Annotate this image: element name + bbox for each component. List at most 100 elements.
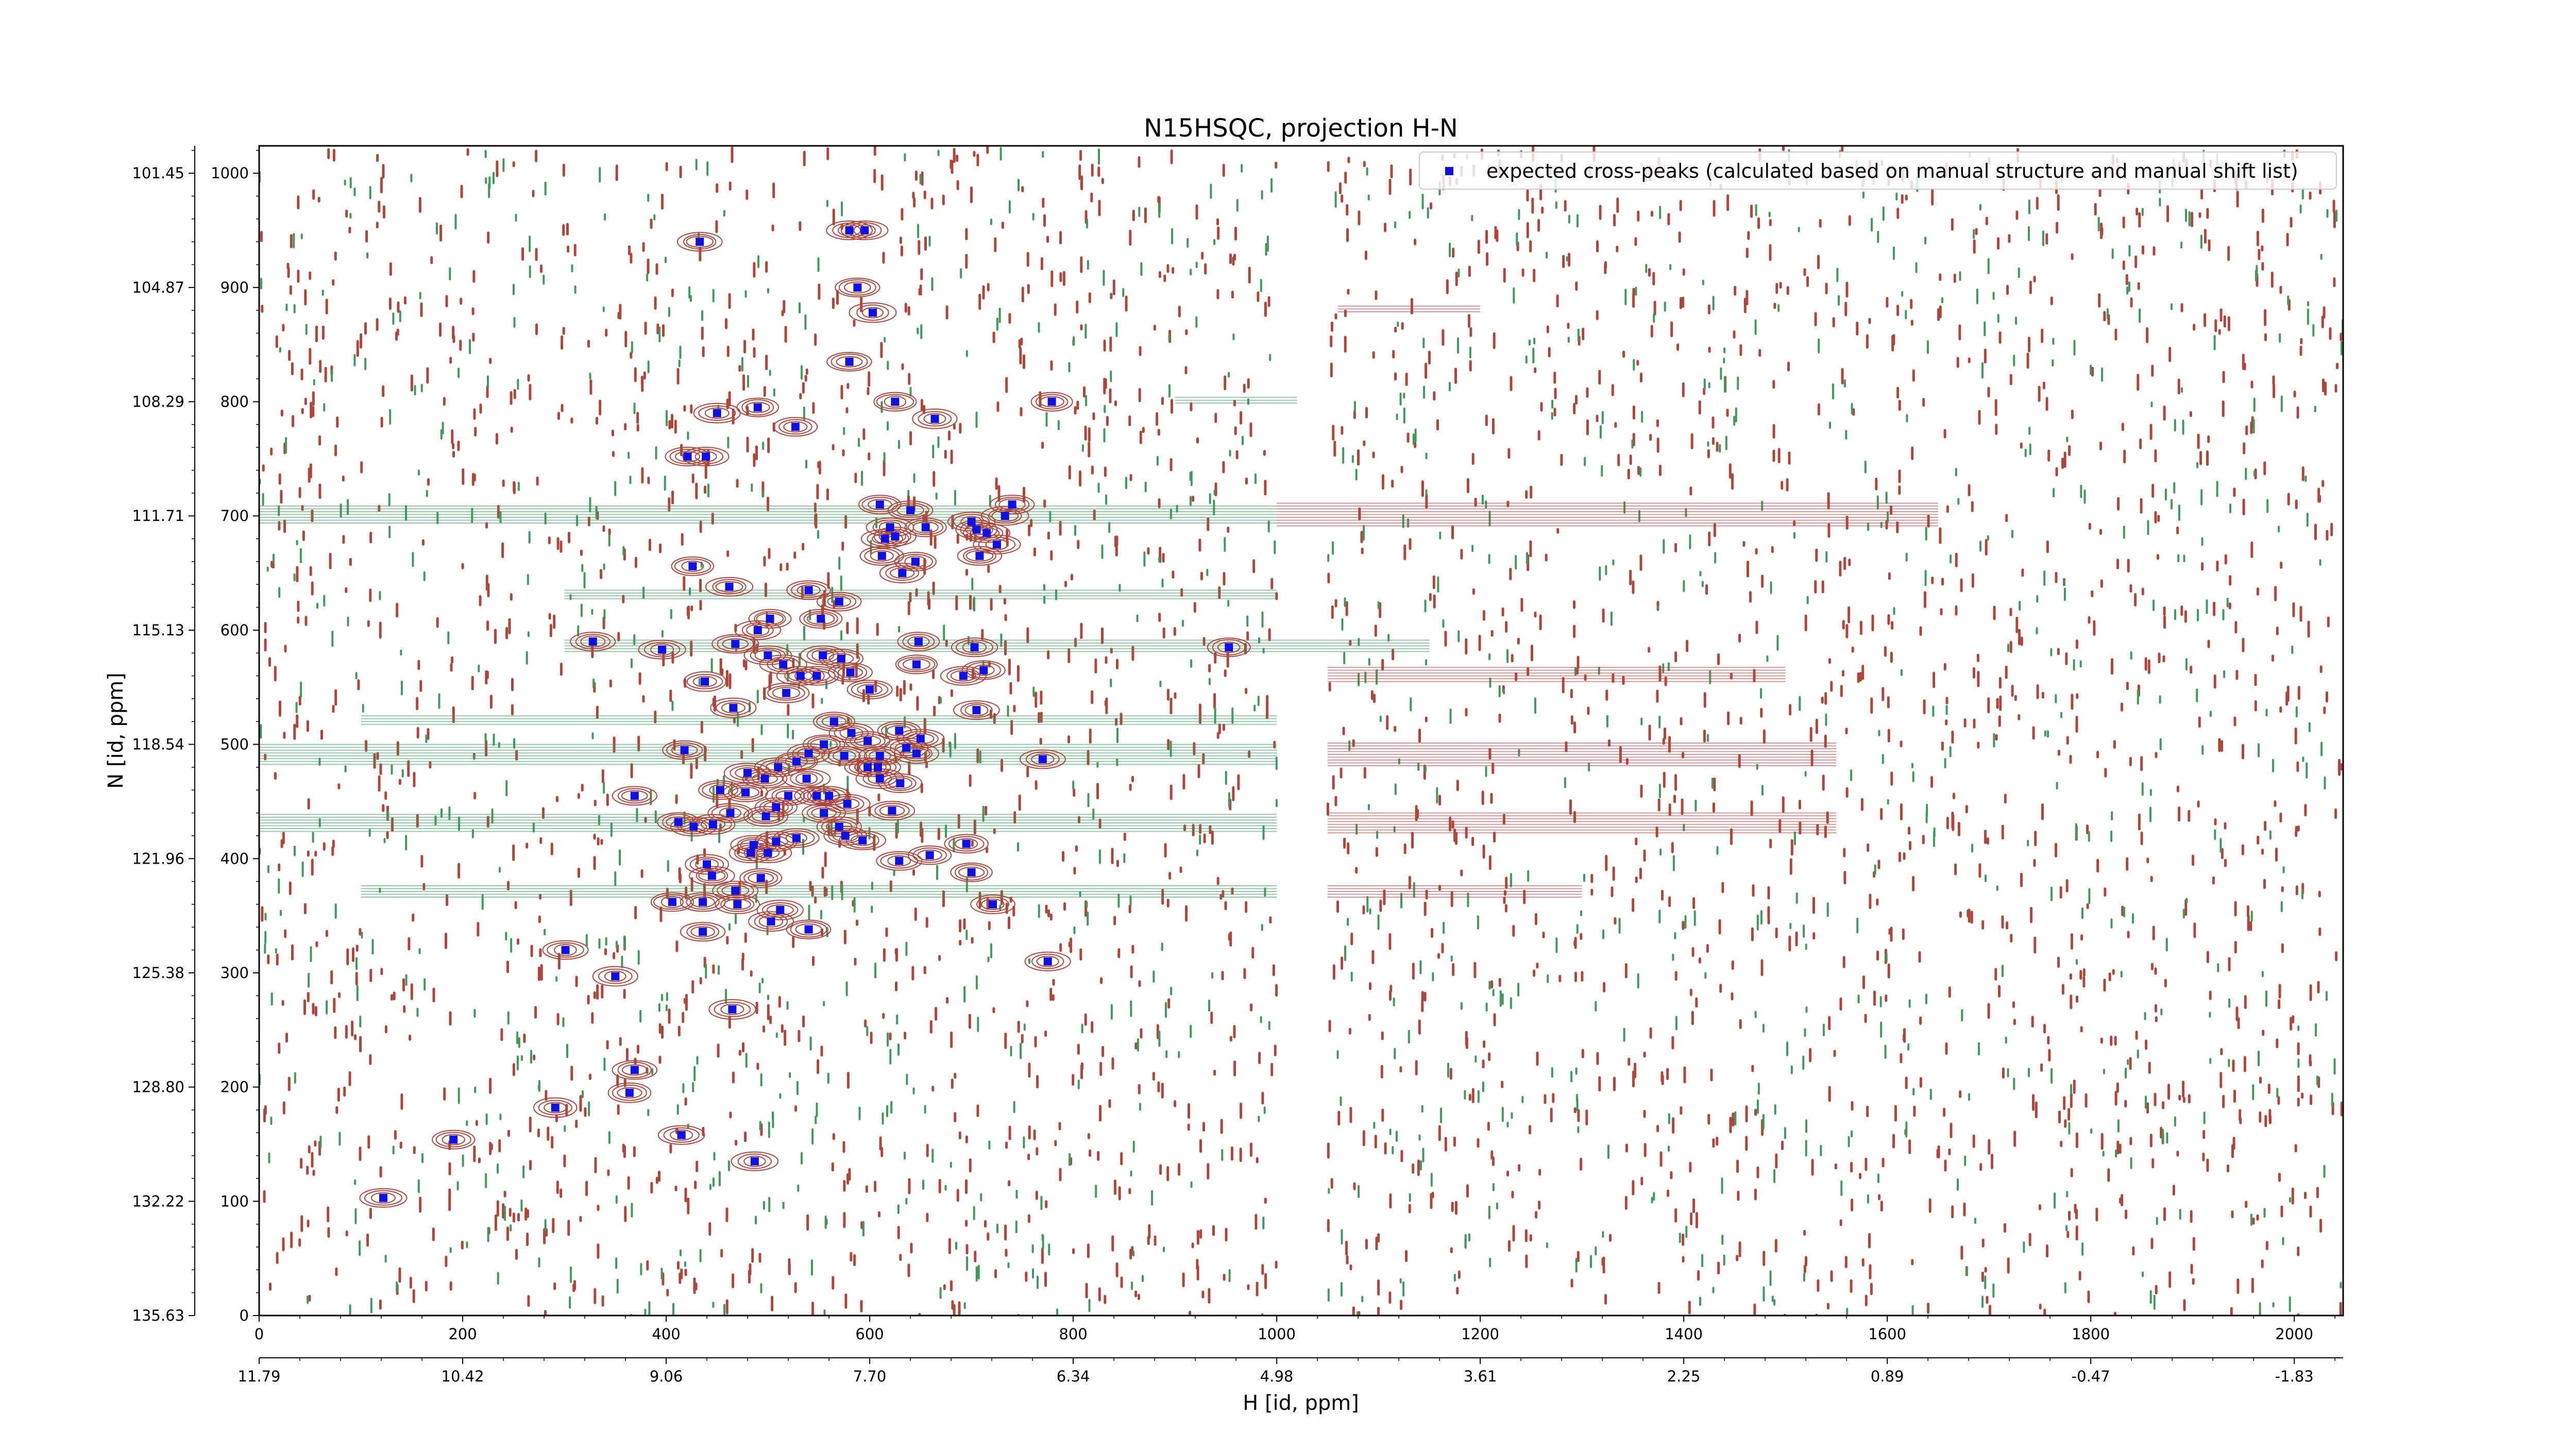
x-tick-label-5: 1000: [1258, 1325, 1296, 1343]
ridge-contour-5: [1327, 743, 1837, 766]
cross-peak-marker-90: [858, 836, 867, 845]
ppm-y-tick-label-4: 121.96: [132, 850, 184, 867]
cross-peak-marker-120: [561, 946, 570, 954]
cross-peak-marker-17: [880, 534, 889, 543]
cross-peak-marker-117: [925, 851, 934, 860]
ppm-x-tick-label-5: 4.98: [1260, 1368, 1294, 1385]
y-tick-label-0: 0: [240, 1307, 249, 1324]
cross-peak-marker-64: [916, 734, 925, 743]
cross-peak-marker-2: [860, 226, 869, 234]
cross-peak-marker-52: [979, 666, 988, 675]
cross-peak-marker-11: [1047, 397, 1056, 406]
ridge-contour-13: [1337, 306, 1481, 312]
ridge-contour-0: [259, 506, 1277, 524]
cross-peak-marker-57: [829, 717, 838, 726]
cross-peak-marker-86: [812, 791, 821, 800]
ridge-contour-11: [361, 715, 1277, 725]
cross-peak-marker-103: [756, 874, 765, 882]
cross-peak-marker-104: [731, 886, 740, 895]
ppm-y-tick-label-0: 135.63: [132, 1307, 184, 1324]
ppm-x-tick-label-1: 10.42: [442, 1368, 484, 1385]
cross-peak-marker-62: [902, 744, 911, 752]
y-tick-label-2: 200: [221, 1079, 249, 1096]
cross-peak-marker-42: [796, 671, 805, 680]
y-tick-label-5: 500: [221, 736, 249, 753]
x-tick-label-3: 600: [855, 1325, 884, 1343]
ridge-contour-3: [1327, 667, 1786, 682]
cross-peak-marker-72: [774, 763, 783, 771]
cross-peak-marker-15: [906, 506, 915, 515]
ppm-y-tick-label-9: 104.87: [132, 279, 184, 296]
cross-peak-marker-76: [772, 803, 781, 812]
cross-peak-marker-0: [696, 238, 704, 246]
cross-peak-marker-39: [731, 639, 740, 648]
cross-peak-marker-113: [967, 868, 976, 877]
cross-peak-marker-37: [588, 637, 597, 646]
cross-peak-marker-123: [630, 1066, 639, 1074]
cross-peak-marker-107: [767, 917, 775, 926]
cross-peak-marker-50: [970, 643, 979, 652]
cross-peak-marker-36: [835, 597, 843, 606]
ppm-y-tick-label-3: 125.38: [132, 964, 184, 982]
cross-peak-marker-75: [784, 791, 793, 800]
cross-peak-marker-97: [792, 834, 801, 843]
ppm-x-tick-label-10: -1.83: [2275, 1368, 2314, 1385]
cross-peak-marker-109: [699, 898, 707, 906]
cross-peak-marker-95: [843, 799, 852, 808]
ppm-x-tick-label-6: 3.61: [1464, 1368, 1497, 1385]
cross-peak-marker-60: [863, 737, 872, 745]
ridge-contour-12: [1175, 397, 1297, 404]
cross-peak-marker-25: [1008, 500, 1016, 509]
cross-peak-marker-102: [707, 871, 716, 880]
cross-peak-marker-8: [791, 423, 800, 431]
cross-peak-marker-16: [886, 523, 894, 532]
cross-peak-marker-47: [866, 685, 874, 694]
cross-peak-marker-40: [764, 651, 772, 660]
y-tick-label-9: 900: [221, 279, 249, 296]
plot-area: [259, 146, 2343, 1316]
cross-peak-marker-29: [975, 551, 984, 560]
cross-peak-marker-112: [962, 839, 971, 848]
cross-peak-marker-68: [820, 740, 828, 749]
ppm-x-tick-label-7: 2.25: [1667, 1368, 1701, 1385]
cross-peak-marker-10: [930, 414, 939, 423]
cross-peak-marker-78: [741, 788, 750, 797]
cross-peak-marker-14: [875, 500, 884, 509]
cross-peak-marker-122: [728, 1005, 737, 1014]
cross-peak-markers: [379, 226, 1233, 1202]
cross-peak-marker-28: [911, 557, 920, 566]
ppm-y-tick-label-6: 115.13: [132, 621, 184, 639]
cross-peak-marker-88: [835, 822, 843, 831]
ppm-y-tick-label-5: 118.54: [132, 736, 184, 753]
ridge-contour-9: [1327, 885, 1582, 898]
y-tick-label-1: 100: [221, 1192, 249, 1210]
cross-peak-marker-79: [716, 786, 724, 795]
cross-peak-marker-129: [379, 1193, 387, 1202]
ridge-contour-7: [1327, 812, 1837, 834]
cross-peak-marker-65: [875, 774, 884, 783]
cross-peak-marker-69: [804, 749, 813, 758]
cross-peak-marker-56: [782, 688, 791, 697]
signal-peak-contours: [359, 220, 1251, 1208]
cross-peak-marker-53: [972, 706, 981, 715]
cross-peak-marker-35: [817, 614, 825, 623]
x-tick-label-9: 1800: [2072, 1325, 2110, 1343]
cross-peak-marker-7: [753, 403, 762, 412]
legend-label: expected cross-peaks (calculated based o…: [1486, 160, 2298, 182]
cross-peak-marker-49: [914, 637, 923, 646]
cross-peak-marker-98: [749, 840, 758, 849]
cross-peak-marker-48: [912, 660, 921, 669]
cross-peak-marker-5: [845, 358, 854, 366]
cross-peak-marker-82: [689, 822, 698, 831]
cross-peak-marker-111: [733, 900, 742, 908]
cross-peak-marker-4: [869, 308, 877, 317]
cross-peak-marker-33: [766, 614, 774, 623]
cross-peak-marker-99: [747, 849, 755, 857]
cross-peak-marker-115: [1043, 957, 1052, 966]
x-tick-label-7: 1400: [1665, 1325, 1703, 1343]
cross-peak-marker-92: [873, 763, 882, 771]
ppm-x-tick-label-8: 0.89: [1871, 1368, 1904, 1385]
y-tick-label-8: 800: [221, 393, 249, 411]
y-tick-label-7: 700: [221, 507, 249, 525]
